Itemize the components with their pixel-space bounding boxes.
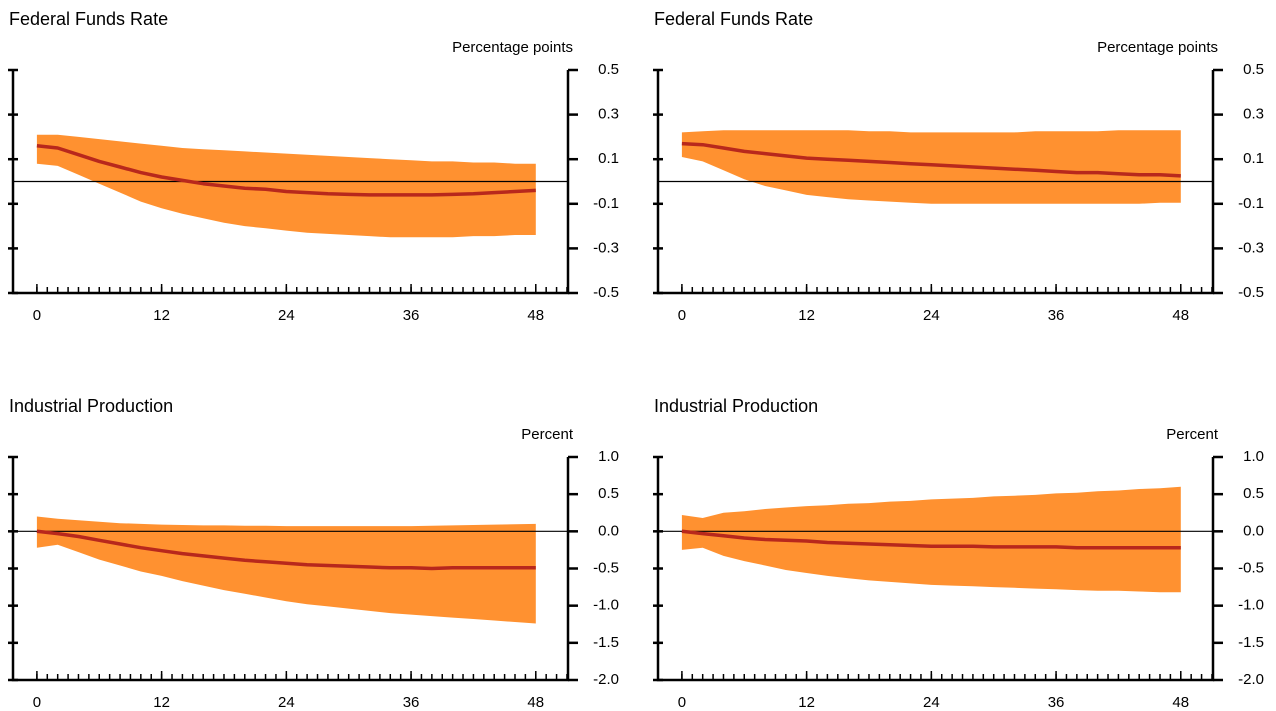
y-tick-label: -0.3 [1238,239,1264,256]
y-tick-label: -0.5 [593,284,619,301]
y-tick-label: -0.5 [1238,559,1264,576]
y-tick-label: 0.1 [1243,150,1264,167]
response-line [681,529,1181,550]
y-axis-label: Percentage points [1097,39,1218,56]
x-tick-label: 48 [1172,307,1189,324]
y-tick-label: -0.5 [1238,284,1264,301]
y-tick-label: 0.5 [1243,485,1264,502]
y-tick-label: 0.5 [1243,61,1264,78]
x-tick-label: 36 [403,694,420,711]
panel-title: Industrial Production [9,396,173,416]
y-tick-label: -1.5 [593,634,619,651]
panel-title: Federal Funds Rate [654,9,813,29]
axis-frame [11,70,570,295]
y-tick-label: -2.0 [1238,671,1264,688]
response-line [681,141,1181,178]
panel-title: Federal Funds Rate [9,9,168,29]
x-tick-label: 24 [278,694,295,711]
y-tick-label: 0.3 [1243,106,1264,123]
x-tick-label: 0 [33,307,41,324]
x-tick-label: 48 [527,694,544,711]
x-tick-label: 36 [403,307,420,324]
x-tick-label: 36 [1048,694,1065,711]
x-tick-label: 12 [153,694,170,711]
x-tick-label: 36 [1048,307,1065,324]
x-tick-label: 12 [798,307,815,324]
y-tick-label: 0.5 [598,61,619,78]
confidence-band [681,486,1181,593]
x-tick-label: 0 [678,307,686,324]
x-tick-label: 12 [798,694,815,711]
y-tick-label: 0.0 [1243,522,1264,539]
y-tick-label: 0.3 [598,106,619,123]
y-axis-label: Percent [521,426,574,443]
y-tick-label: -1.0 [593,597,619,614]
y-tick-label: -0.3 [593,239,619,256]
x-tick-label: 0 [678,694,686,711]
confidence-band [36,516,536,624]
y-tick-label: 1.0 [1243,448,1264,465]
y-tick-label: -1.0 [1238,597,1264,614]
x-tick-label: 12 [153,307,170,324]
y-tick-label: 1.0 [598,448,619,465]
x-tick-label: 48 [527,307,544,324]
panel-title: Industrial Production [654,396,818,416]
y-tick-label: 0.0 [598,522,619,539]
x-tick-label: 24 [923,307,940,324]
y-tick-label: -2.0 [593,671,619,688]
y-axis-label: Percent [1166,426,1219,443]
y-tick-label: -0.1 [593,195,619,212]
x-tick-label: 0 [33,694,41,711]
y-tick-label: -0.5 [593,559,619,576]
x-tick-label: 24 [278,307,295,324]
y-tick-label: -0.1 [1238,195,1264,212]
y-tick-label: 0.1 [598,150,619,167]
y-tick-label: 0.5 [598,485,619,502]
response-line [36,144,536,197]
axis-frame [656,70,1215,295]
x-tick-label: 48 [1172,694,1189,711]
confidence-band [681,130,1181,204]
response-line [36,529,536,571]
y-tick-label: -1.5 [1238,634,1264,651]
confidence-band [36,134,536,238]
y-axis-label: Percentage points [452,39,573,56]
x-tick-label: 24 [923,694,940,711]
